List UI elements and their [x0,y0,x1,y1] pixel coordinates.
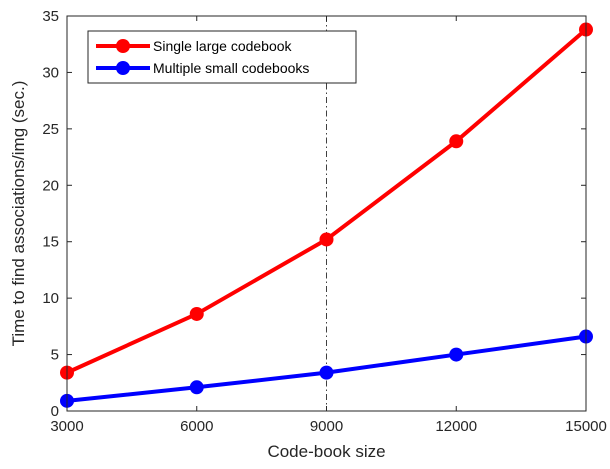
legend-box [87,30,357,84]
y-tick-label: 30 [42,64,59,81]
y-tick-label: 0 [51,403,59,420]
data-point [449,347,464,362]
data-point [319,365,334,380]
x-axis-title: Code-book size [267,442,385,461]
legend: Single large codebook Multiple small code… [87,30,357,84]
x-tick-label: 9000 [310,418,343,435]
x-tick-label: 15000 [565,418,607,435]
y-tick-label: 20 [42,177,59,194]
tick-layer: 3000 6000 9000 12000 15000 0 5 10 15 20 25 30 35 [42,8,607,435]
y-tick-label: 25 [42,121,59,138]
data-point [189,306,204,321]
data-point [449,134,464,149]
y-tick-label: 10 [42,290,59,307]
legend-marker [116,39,130,53]
y-tick-label: 5 [51,347,59,364]
y-axis-title: Time to find associations/img (sec.) [9,81,28,347]
legend-label: Multiple small codebooks [153,60,309,76]
y-tick-label: 35 [42,8,59,25]
y-tick-label: 15 [42,234,59,251]
legend-label: Single large codebook [153,38,293,54]
data-point [189,380,204,395]
data-point [319,232,334,247]
x-tick-label: 3000 [50,418,83,435]
x-tick-label: 6000 [180,418,213,435]
x-tick-label: 12000 [435,418,477,435]
legend-marker [116,61,130,75]
